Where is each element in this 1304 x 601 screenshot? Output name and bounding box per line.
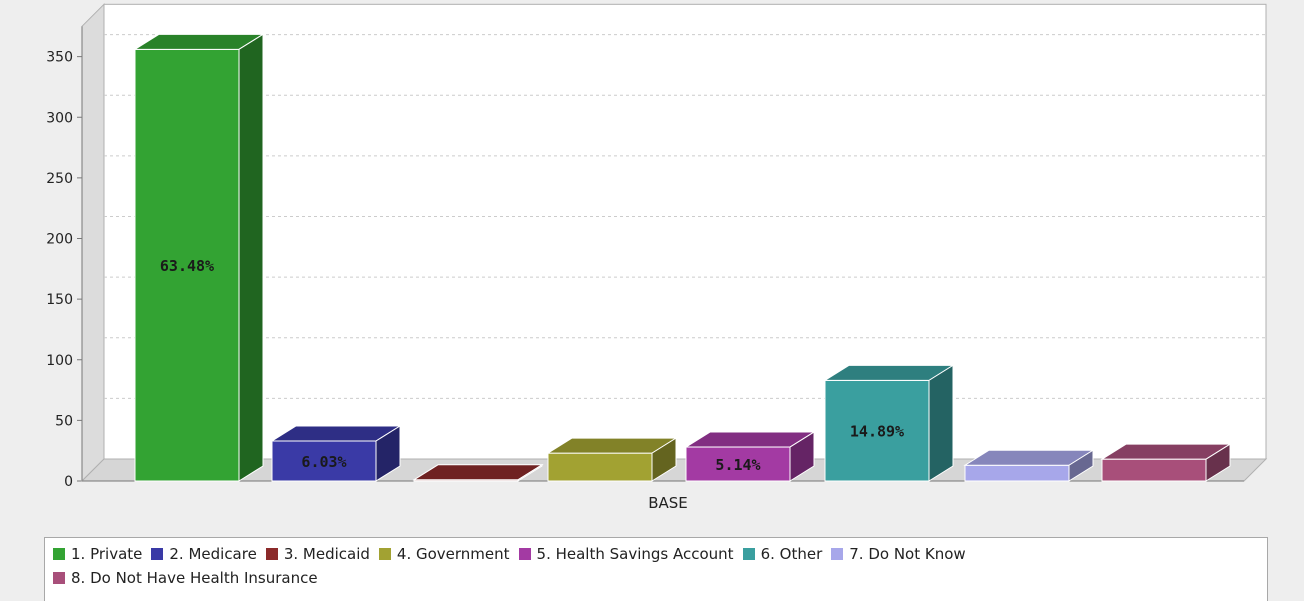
bar-8 xyxy=(1100,443,1232,482)
y-tick-label: 150 xyxy=(46,292,73,308)
legend-swatch xyxy=(378,548,391,560)
y-tick-label: 200 xyxy=(46,232,73,248)
bar-side xyxy=(238,33,264,482)
bar-front xyxy=(685,446,791,482)
bar-side xyxy=(651,437,677,482)
bar-side xyxy=(517,463,543,482)
legend-label: 8. Do Not Have Health Insurance xyxy=(71,569,318,587)
bar-7 xyxy=(963,449,1095,482)
legend-swatch xyxy=(53,548,65,560)
bar-data-label: 6.03% xyxy=(301,453,346,471)
bar-6: 14.89% xyxy=(823,364,955,482)
legend-item: 1. Private xyxy=(53,545,142,563)
bar-front xyxy=(1101,458,1207,482)
bar-side xyxy=(1205,443,1231,482)
bar-side xyxy=(375,425,401,482)
legend-item: 7. Do Not Know xyxy=(831,545,966,563)
legend-label: 6. Other xyxy=(760,545,823,563)
legend-item: 3. Medicaid xyxy=(265,545,370,563)
bar-4 xyxy=(546,437,678,482)
legend-label: 7. Do Not Know xyxy=(849,545,966,563)
legend-label: 2. Medicare xyxy=(169,545,257,563)
bar-front xyxy=(134,48,240,482)
y-tick-label: 0 xyxy=(64,474,73,490)
legend-item: 6. Other xyxy=(742,545,823,563)
plot-back-wall xyxy=(103,3,1267,460)
bar-front xyxy=(547,452,653,482)
legend-item: 4. Government xyxy=(378,545,510,563)
y-tick-label: 300 xyxy=(46,110,73,126)
bar-chart-3d: 0 50 100 150 200 250 300 350 63.48% 6.03% 5.14% 14… xyxy=(46,3,1268,512)
bar-data-label: 63.48% xyxy=(160,257,214,275)
legend-label: 3. Medicaid xyxy=(283,545,370,563)
bars-layer: 63.48% 6.03% 5.14% 14.89% xyxy=(133,33,1232,482)
plot-side-wall xyxy=(81,3,105,483)
legend-item: 5. Health Savings Account xyxy=(518,545,734,563)
bar-front xyxy=(964,464,1070,482)
bar-data-label: 5.14% xyxy=(715,456,760,474)
legend-label: 5. Health Savings Account xyxy=(536,545,734,563)
legend: 1. Private 2. Medicare 3. Medicaid 4. Gover… xyxy=(44,537,1268,601)
legend-swatch xyxy=(742,548,755,560)
bar-1: 63.48% xyxy=(133,33,265,482)
bar-side xyxy=(1068,449,1094,482)
legend-swatch xyxy=(53,572,65,584)
y-tick-label: 50 xyxy=(55,413,73,429)
bar-2: 6.03% xyxy=(270,425,402,482)
legend-label: 4. Government xyxy=(396,545,510,563)
bar-front xyxy=(271,440,377,482)
bar-front xyxy=(824,379,930,482)
legend-swatch xyxy=(518,548,531,560)
bar-side xyxy=(789,431,815,482)
bar-data-label: 14.89% xyxy=(850,423,904,441)
legend-swatch xyxy=(831,548,844,560)
legend-row: 1. Private 2. Medicare 3. Medicaid 4. Gover… xyxy=(53,542,1259,566)
bar-5: 5.14% xyxy=(684,431,816,482)
bar-3 xyxy=(412,463,544,482)
legend-label: 1. Private xyxy=(71,545,143,563)
legend-item: 8. Do Not Have Health Insurance xyxy=(53,569,318,587)
x-category-label: BASE xyxy=(648,494,688,512)
y-tick-label: 100 xyxy=(46,353,73,369)
y-tick-label: 250 xyxy=(46,171,73,187)
legend-item: 2. Medicare xyxy=(151,545,257,563)
legend-swatch xyxy=(151,548,164,560)
legend-row: 8. Do Not Have Health Insurance xyxy=(53,566,1259,590)
bar-side xyxy=(928,364,954,482)
legend-swatch xyxy=(265,548,278,560)
y-tick-label: 350 xyxy=(46,50,73,66)
